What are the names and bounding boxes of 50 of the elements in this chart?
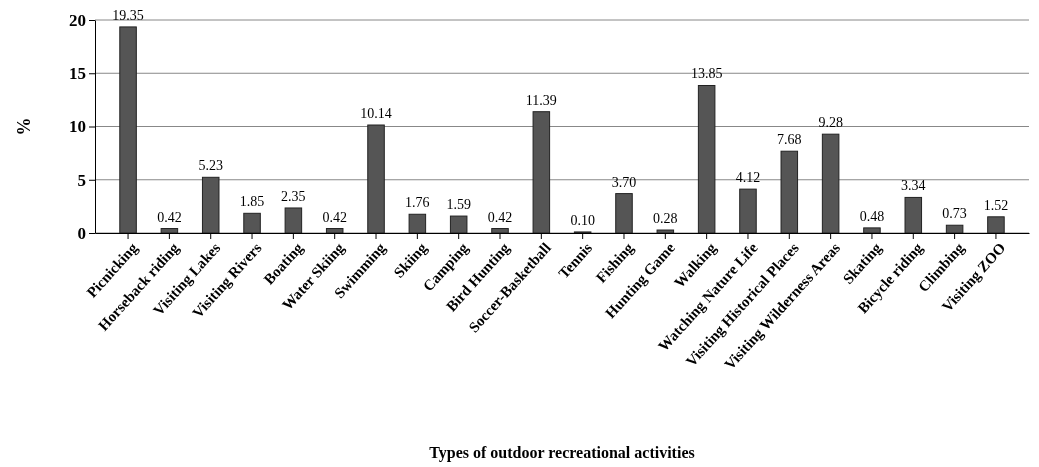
bar [656,229,675,234]
data-label: 3.34 [901,178,926,194]
bar [243,212,261,234]
bar [863,227,881,234]
y-tick-label: 5 [77,170,86,190]
bar [491,228,509,234]
bar [201,176,220,234]
data-label: 0.73 [942,206,967,222]
data-label: 1.76 [405,195,430,211]
data-label: 2.35 [281,188,306,204]
data-label: 7.68 [777,132,802,148]
data-label: 19.35 [112,7,144,23]
y-tick-label: 10 [69,117,86,137]
data-label: 11.39 [525,92,557,108]
data-label: 9.28 [818,115,843,131]
x-axis-title: Types of outdoor recreational activities [429,444,695,462]
data-label: 0.42 [157,209,182,225]
bar [615,193,633,234]
y-tick-label: 20 [69,10,86,30]
bar [904,196,923,234]
data-label: 1.85 [239,194,265,210]
data-label: 5.23 [198,158,223,174]
data-label: 4.12 [735,170,761,186]
bar [284,207,303,234]
bar [325,228,344,234]
y-axis-title: % [14,117,34,136]
data-label: 0.28 [653,211,678,227]
data-label: 0.42 [322,209,347,225]
data-label: 0.10 [570,212,595,228]
bar [987,216,1005,234]
data-label: 1.59 [446,197,471,213]
data-label: 0.48 [859,208,885,224]
data-label: 1.52 [983,197,1009,213]
bar [408,213,427,234]
y-tick-label: 0 [77,223,86,243]
bar [367,124,385,234]
data-label: 0.42 [487,209,513,225]
bar [532,111,551,234]
bar [945,224,964,234]
bar [780,150,799,234]
bar [821,133,840,234]
y-tick-label: 15 [69,64,86,84]
data-label: 13.85 [690,66,723,82]
data-label: 3.70 [611,174,637,190]
bar [739,188,757,234]
data-label: 10.14 [360,106,392,122]
bar [697,85,716,234]
bar [160,228,179,234]
bar [119,26,137,234]
bar [449,215,468,234]
